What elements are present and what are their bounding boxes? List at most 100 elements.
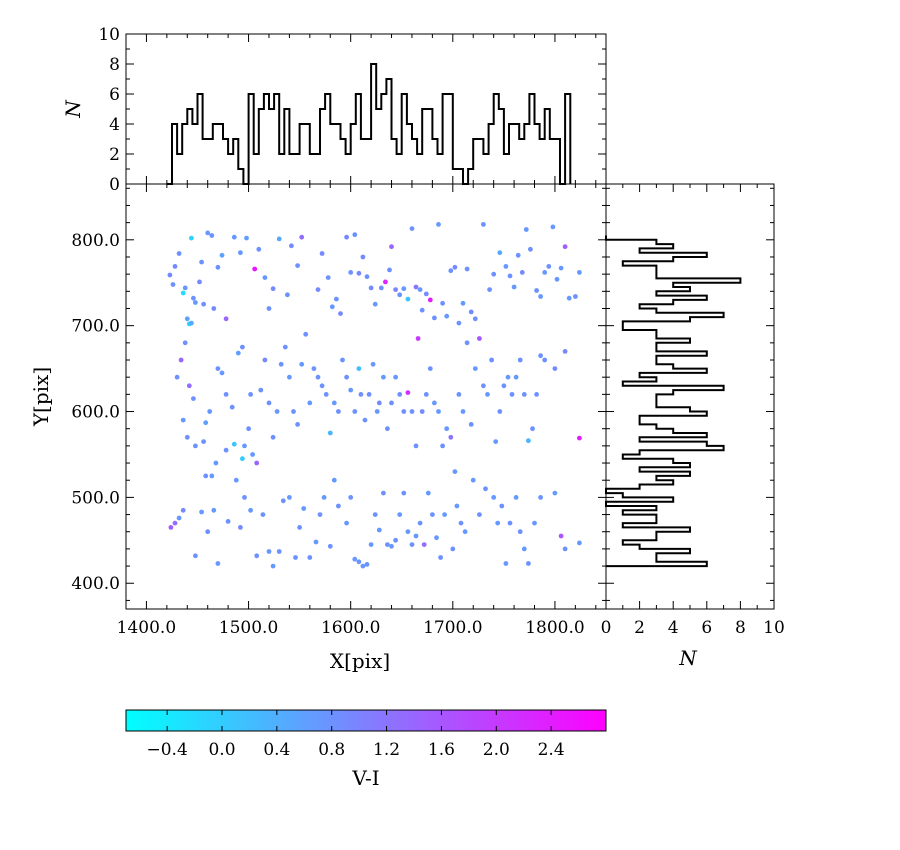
scatter-point bbox=[266, 306, 272, 311]
colorbar-tick-label: −0.4 bbox=[147, 740, 188, 760]
scatter-point bbox=[278, 361, 284, 367]
scatter-point bbox=[307, 400, 313, 406]
scatter-point bbox=[372, 512, 378, 517]
scatter-point bbox=[254, 553, 260, 559]
scatter-point bbox=[336, 503, 341, 509]
scatter-point bbox=[360, 254, 366, 260]
scatter-point bbox=[362, 417, 368, 423]
colorbar-tick-label: 2.0 bbox=[483, 740, 510, 760]
scatter-point bbox=[285, 292, 290, 298]
x-tick-label: 1600.0 bbox=[321, 618, 380, 638]
right-histogram-steps bbox=[605, 235, 742, 568]
scatter-point bbox=[256, 246, 262, 252]
scatter-point bbox=[270, 563, 276, 569]
scatter-point bbox=[205, 529, 211, 535]
right-histogram-x-label: N bbox=[678, 646, 698, 670]
scatter-point bbox=[197, 279, 202, 285]
scatter-point bbox=[242, 495, 247, 500]
scatter-point bbox=[331, 400, 337, 406]
scatter-point bbox=[176, 515, 182, 521]
scatter-point bbox=[229, 404, 235, 410]
scatter-point bbox=[519, 270, 525, 275]
scatter-point bbox=[577, 435, 582, 441]
scatter-point bbox=[458, 520, 464, 526]
scatter-point bbox=[168, 525, 174, 530]
scatter-point bbox=[523, 227, 529, 232]
scatter-point bbox=[233, 477, 239, 483]
scatter-point bbox=[199, 259, 205, 265]
scatter-point bbox=[432, 315, 437, 321]
scatter-point bbox=[393, 374, 398, 380]
scatter-point bbox=[182, 285, 188, 291]
colorbar-tick-label: 0.0 bbox=[208, 740, 235, 760]
scatter-point bbox=[348, 270, 354, 275]
scatter-point bbox=[393, 287, 398, 292]
scatter-point bbox=[231, 441, 237, 447]
scatter-point bbox=[483, 486, 488, 492]
scatter-point bbox=[462, 529, 468, 535]
scatter-point bbox=[203, 473, 209, 479]
colorbar-label: V-I bbox=[351, 766, 379, 790]
scatter-point bbox=[180, 507, 186, 513]
scatter-point bbox=[534, 288, 539, 293]
scatter-point bbox=[334, 296, 339, 302]
scatter-point bbox=[562, 244, 568, 250]
scatter-point bbox=[530, 426, 535, 432]
scatter-point bbox=[438, 555, 443, 560]
scatter-point bbox=[497, 250, 503, 256]
scatter-point bbox=[186, 383, 192, 389]
scatter-point bbox=[248, 392, 254, 397]
scatter-point bbox=[356, 270, 362, 276]
scatter-point bbox=[546, 264, 552, 269]
top-y-tick-label: 8 bbox=[109, 55, 120, 75]
scatter-point bbox=[538, 495, 543, 500]
scatter-point bbox=[489, 357, 494, 363]
scatter-point bbox=[211, 306, 217, 311]
scatter-point bbox=[282, 344, 288, 350]
scatter-point bbox=[417, 520, 423, 526]
scatter-point bbox=[401, 409, 407, 414]
scatter-point bbox=[566, 295, 572, 301]
scatter-point bbox=[311, 366, 317, 371]
scatter-point bbox=[203, 420, 209, 426]
scatter-point bbox=[182, 340, 188, 346]
scatter-point bbox=[254, 460, 260, 466]
scatter-point bbox=[491, 495, 497, 500]
scatter-point bbox=[381, 374, 386, 380]
scatter-point bbox=[577, 270, 582, 275]
scatter-point bbox=[434, 535, 439, 541]
scatter-point bbox=[444, 313, 450, 319]
top-histogram-steps bbox=[166, 63, 572, 185]
scatter-point bbox=[299, 234, 305, 240]
scatter-point bbox=[385, 426, 390, 432]
scatter-point bbox=[505, 374, 511, 380]
scatter-point bbox=[550, 224, 556, 230]
scatter-point bbox=[329, 304, 335, 310]
scatter-point bbox=[513, 495, 519, 500]
scatter-point bbox=[315, 287, 321, 292]
scatter-point bbox=[358, 392, 364, 397]
scatter-point bbox=[472, 366, 478, 371]
scatter-point bbox=[562, 546, 568, 552]
scatter-point bbox=[193, 300, 198, 305]
scatter-point bbox=[191, 295, 196, 301]
scatter-point bbox=[464, 340, 470, 346]
scatter-point bbox=[495, 520, 501, 526]
scatter-point bbox=[485, 392, 490, 397]
scatter-point bbox=[176, 251, 182, 256]
scatter-point bbox=[468, 422, 474, 427]
scatter-point bbox=[487, 287, 492, 292]
scatter-point bbox=[464, 266, 470, 272]
scatter-point bbox=[317, 512, 323, 517]
scatter-point bbox=[503, 561, 509, 566]
scatter-point bbox=[348, 387, 354, 393]
scatter-point bbox=[211, 507, 217, 513]
scatter-point bbox=[370, 361, 376, 367]
top-y-tick-label: 0 bbox=[109, 175, 120, 195]
scatter-point bbox=[327, 543, 333, 549]
scatter-point bbox=[274, 409, 280, 414]
scatter-point bbox=[452, 264, 458, 270]
scatter-point bbox=[184, 316, 190, 322]
scatter-point bbox=[315, 374, 321, 380]
